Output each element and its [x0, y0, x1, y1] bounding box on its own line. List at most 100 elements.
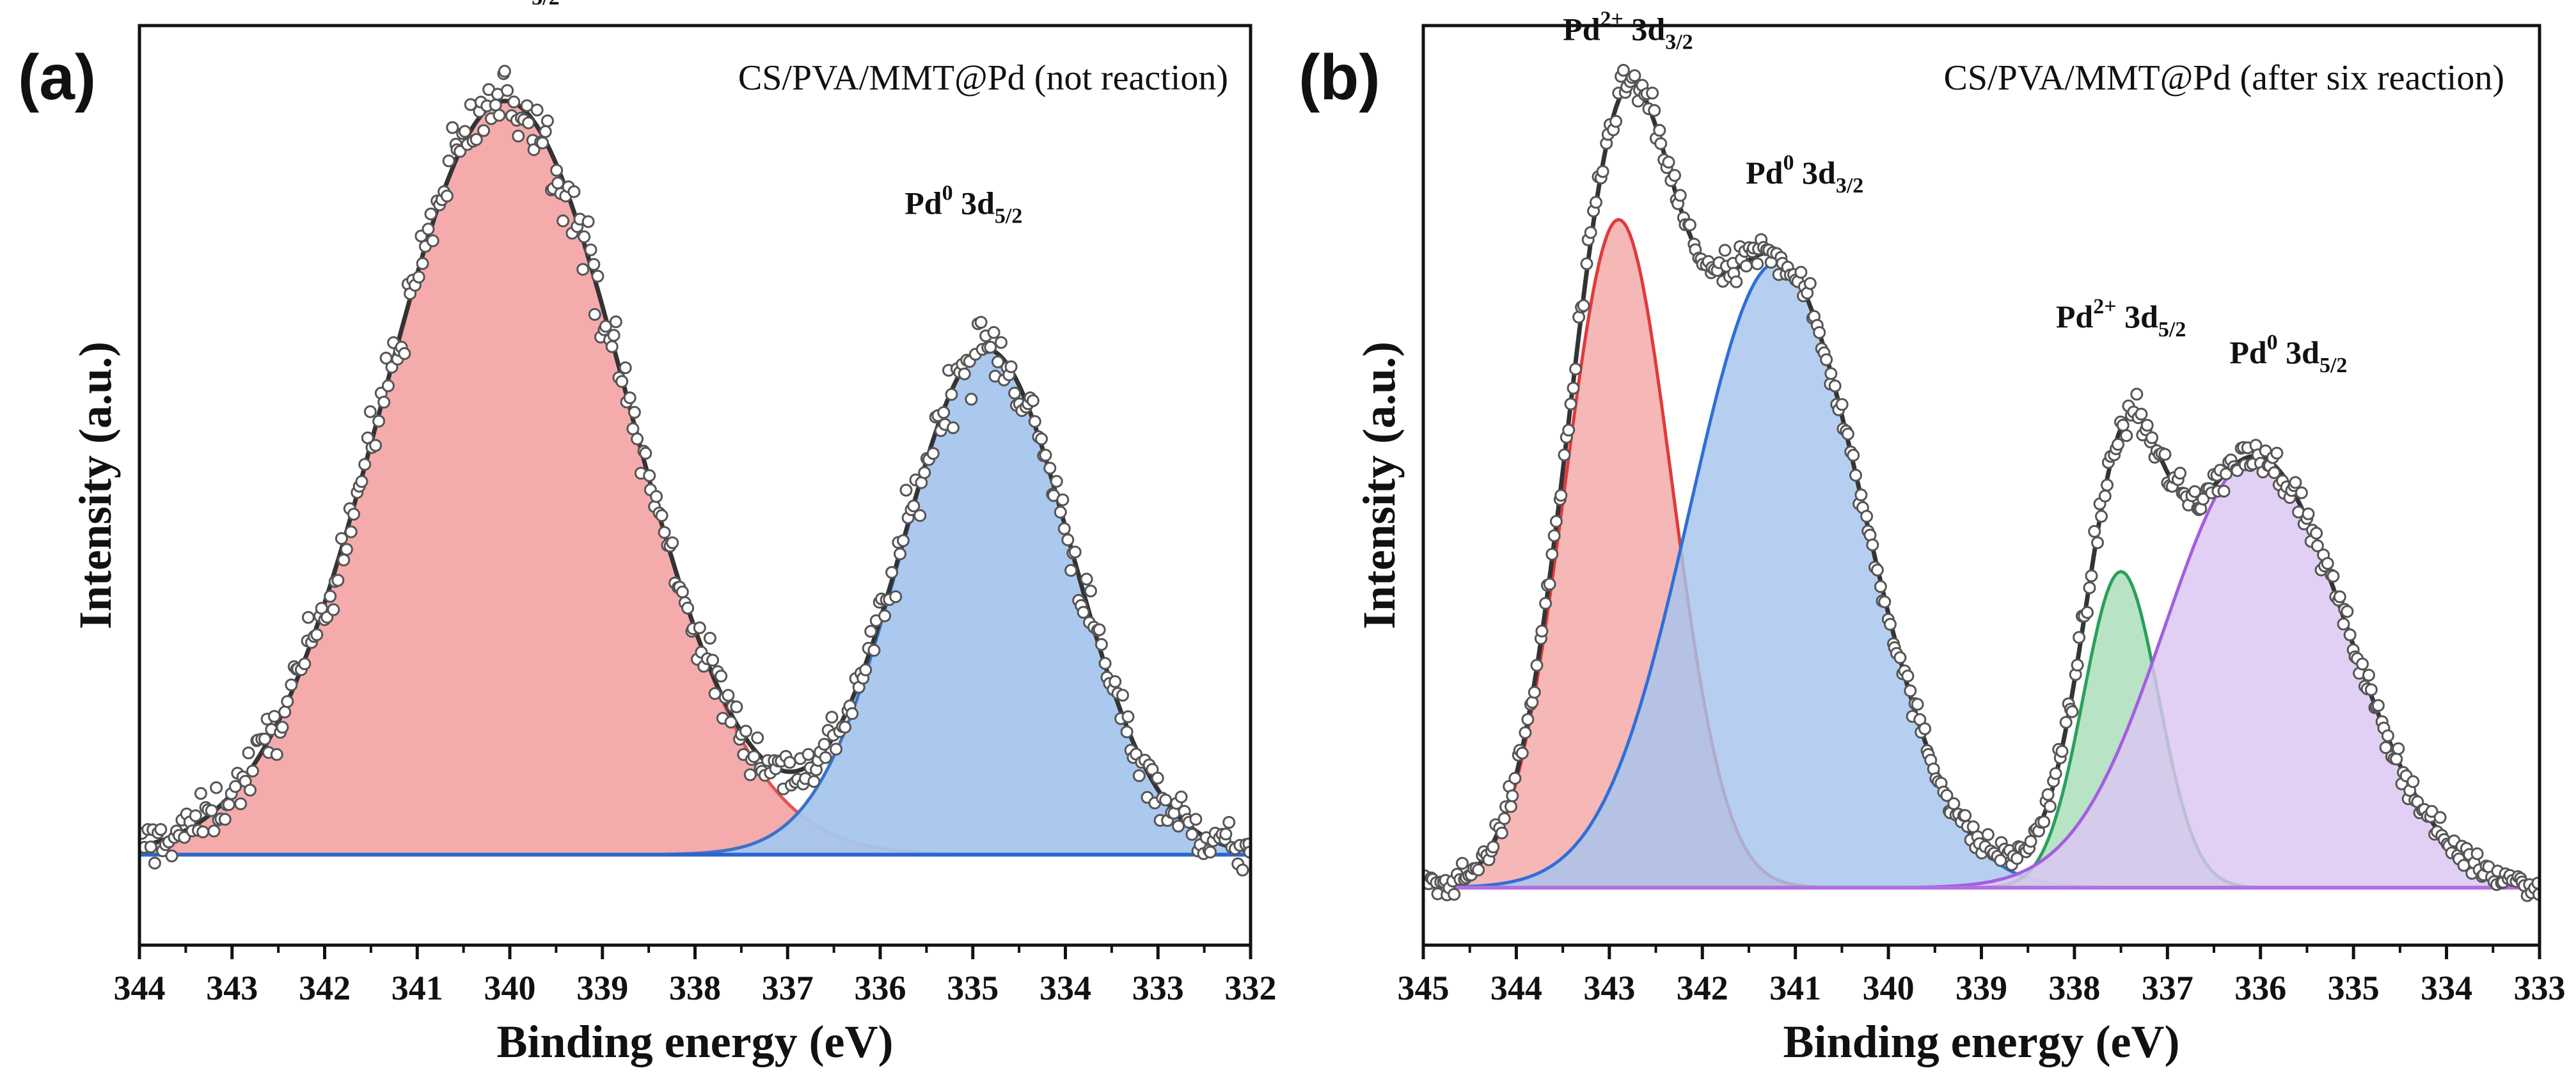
component-fill-3: [1423, 457, 2540, 888]
data-point: [2289, 476, 2302, 489]
data-point: [1878, 595, 1892, 609]
data-point: [1448, 888, 1461, 901]
data-point: [1835, 398, 1849, 411]
data-point: [2135, 407, 2148, 421]
data-point: [1813, 326, 1826, 339]
data-point: [2095, 510, 2108, 523]
x-axis-title: Binding energy (eV): [1783, 1016, 2180, 1067]
data-point: [1039, 448, 1052, 462]
data-point: [154, 823, 168, 836]
x-tick-label: 343: [206, 969, 258, 1007]
data-point: [926, 447, 940, 460]
data-point: [693, 621, 706, 634]
data-point: [1043, 462, 1057, 475]
data-point: [747, 750, 761, 764]
data-point: [984, 340, 997, 354]
data-point: [1616, 63, 1630, 77]
data-point: [2066, 705, 2079, 718]
data-point: [2081, 606, 2094, 619]
data-point: [631, 432, 644, 446]
data-point: [1508, 772, 1522, 785]
data-point: [1828, 379, 1842, 393]
plot-area: [1423, 63, 2540, 902]
data-point: [1543, 577, 1556, 591]
data-point: [907, 499, 921, 513]
data-point: [2371, 699, 2385, 712]
data-point: [1093, 623, 1106, 636]
data-point: [894, 547, 906, 561]
data-point: [807, 775, 821, 788]
data-point: [1219, 827, 1233, 841]
data-point: [489, 98, 502, 112]
x-tick-label: 340: [484, 969, 536, 1007]
data-point: [889, 590, 903, 604]
data-point: [643, 469, 656, 482]
peak-label: Pd0 3d3/2: [1746, 151, 1863, 198]
data-point: [210, 781, 223, 794]
data-point: [703, 632, 716, 645]
data-point: [301, 611, 315, 624]
x-tick-label: 336: [2234, 969, 2286, 1007]
data-point: [347, 508, 360, 521]
data-point: [507, 95, 521, 109]
data-point: [1577, 299, 1590, 312]
data-point: [276, 721, 289, 734]
data-point: [498, 65, 511, 78]
peak-label: Pd0 3d5/2: [2229, 331, 2347, 377]
data-point: [1803, 277, 1817, 290]
data-point: [751, 731, 764, 744]
x-tick-label: 342: [1677, 969, 1728, 1007]
data-point: [194, 787, 207, 800]
data-point: [2116, 418, 2130, 432]
data-point: [864, 625, 878, 638]
data-point: [310, 628, 324, 641]
data-point: [2037, 815, 2051, 829]
x-tick-label: 336: [855, 969, 906, 1007]
x-tick-label: 342: [299, 969, 351, 1007]
data-point: [2041, 788, 2055, 801]
data-point: [628, 405, 641, 419]
x-tick-label: 339: [576, 969, 628, 1007]
data-point: [846, 707, 859, 720]
data-point: [1519, 726, 1532, 739]
data-point: [372, 414, 386, 428]
data-point: [991, 355, 1004, 368]
data-point: [1751, 257, 1764, 270]
data-point: [165, 849, 178, 863]
data-point: [1739, 260, 1753, 272]
data-point: [839, 721, 851, 734]
data-point: [278, 705, 292, 719]
data-point: [2392, 742, 2405, 755]
data-point: [522, 116, 535, 130]
data-point: [2433, 811, 2447, 824]
data-point: [207, 824, 221, 838]
data-point: [1057, 522, 1071, 535]
data-point: [1455, 857, 1469, 870]
data-point: [1893, 651, 1907, 664]
data-point: [1061, 533, 1075, 547]
data-point: [1120, 725, 1134, 739]
data-point: [2043, 800, 2057, 813]
data-point: [708, 687, 722, 700]
data-point: [897, 534, 910, 547]
data-point: [551, 176, 564, 190]
y-axis-title: Intensity (a.u.): [1354, 341, 1405, 629]
data-point: [715, 670, 728, 683]
data-point: [446, 121, 459, 134]
data-point: [587, 258, 601, 271]
data-point: [2140, 419, 2154, 432]
data-point: [477, 124, 491, 137]
data-point: [1116, 689, 1129, 702]
data-point: [493, 109, 506, 122]
x-tick-label: 340: [1863, 969, 1915, 1007]
data-point: [818, 737, 831, 751]
plot-area: [139, 65, 1251, 877]
peak-label: Pd0 3d5/2: [905, 182, 1022, 228]
data-point: [281, 695, 294, 708]
data-point: [2295, 486, 2308, 499]
data-point: [1860, 510, 1874, 523]
data-point: [234, 797, 248, 810]
data-point: [1121, 710, 1135, 723]
data-point: [327, 603, 340, 616]
